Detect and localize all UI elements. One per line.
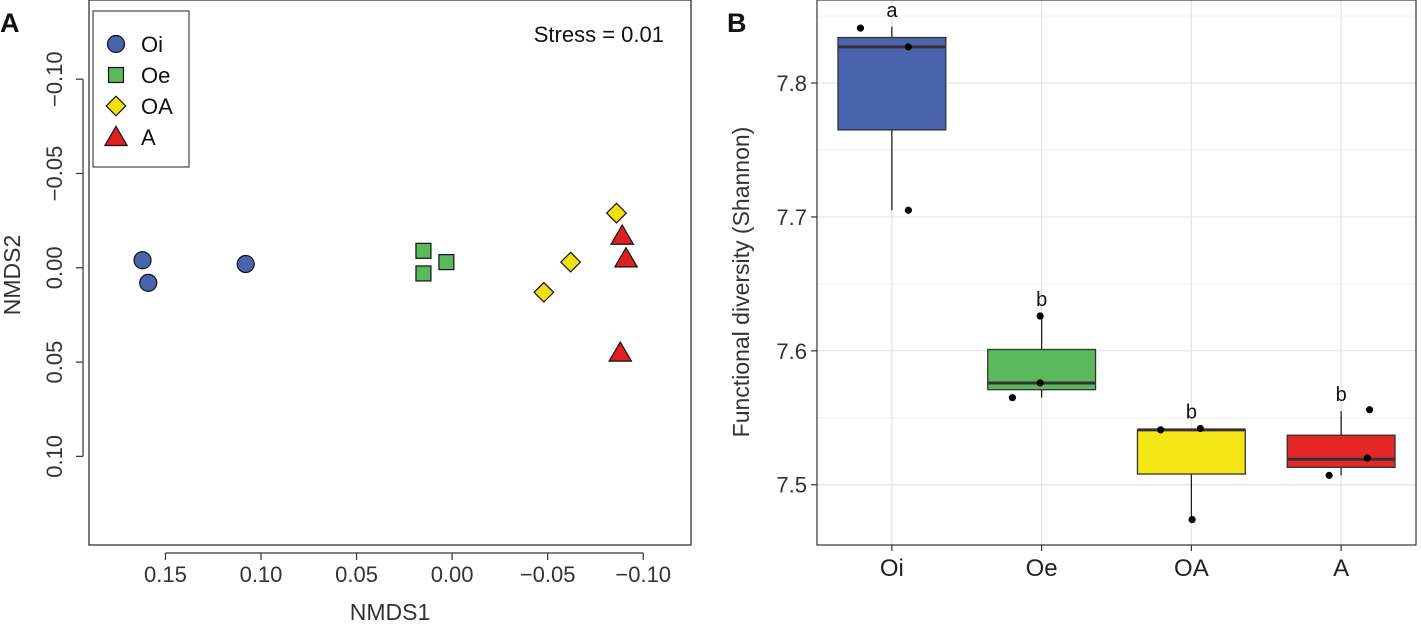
x-tick-label: −0.05	[520, 562, 576, 587]
panel-b-points	[856, 24, 1374, 524]
legend: Oi Oe OA A	[103, 32, 173, 150]
data-point-oa	[1188, 515, 1196, 524]
panel-a-axes: 0.15 0.10 0.05 0.00 −0.05 −0.10 −0.10 −0.05 0.00…	[42, 51, 671, 587]
y-tick-label: 7.5	[776, 473, 807, 498]
point-a	[609, 223, 635, 245]
y-tick-label: 7.8	[776, 71, 807, 96]
x-tick-label: 0.15	[144, 562, 187, 587]
legend-label-oi: Oi	[141, 32, 163, 57]
legend-label-oa: OA	[141, 94, 173, 119]
point-oe	[438, 254, 455, 271]
significance-letter-oe: b	[1036, 289, 1047, 311]
panel-a-points	[133, 202, 639, 362]
data-point-oi	[856, 24, 865, 32]
significance-letter-oa: b	[1186, 402, 1197, 424]
panel-a-x-axis-title: NMDS1	[350, 599, 431, 625]
y-tick-label: −0.05	[42, 146, 67, 202]
point-a	[608, 340, 633, 362]
data-point-oa	[1157, 426, 1165, 434]
box-a	[1286, 434, 1396, 468]
y-tick-label: 0.00	[42, 246, 67, 289]
panel-b-y-axis-title: Functional diversity (Shannon)	[728, 127, 754, 438]
data-point-a	[1325, 471, 1333, 479]
y-tick-label: 0.05	[42, 341, 67, 384]
legend-marker-a	[103, 125, 129, 147]
box-oi	[837, 36, 947, 131]
significance-letter-a: b	[1336, 384, 1347, 406]
x-category-label: A	[1333, 555, 1349, 582]
panel-b-letter: B	[727, 8, 747, 38]
data-point-oi	[904, 43, 912, 51]
panel-b-gridlines	[817, 0, 1416, 545]
point-oa	[605, 202, 628, 224]
point-oa	[533, 281, 555, 303]
x-tick-label: 0.10	[240, 562, 283, 587]
data-point-oe	[1036, 312, 1044, 320]
y-tick-label: 0.10	[42, 435, 67, 478]
point-oi	[139, 273, 158, 292]
legend-marker-oa	[105, 95, 127, 117]
x-tick-label: 0.05	[335, 562, 378, 587]
box-oa	[1136, 429, 1246, 475]
data-point-oi	[904, 206, 912, 214]
panel-a-plot-frame	[88, 0, 692, 546]
panel-a-y-axis-title: NMDS2	[0, 235, 25, 316]
x-category-label: Oe	[1026, 555, 1058, 582]
x-tick-label: −0.10	[615, 562, 671, 587]
data-point-oe	[1036, 379, 1044, 387]
data-point-a	[1365, 406, 1374, 414]
significance-letter-oi: a	[886, 0, 898, 22]
point-oi	[133, 251, 152, 270]
data-point-oa	[1196, 424, 1204, 433]
x-category-label: Oi	[880, 555, 904, 582]
point-oe	[415, 265, 432, 282]
x-category-label: OA	[1174, 555, 1209, 582]
legend-marker-oe	[107, 66, 125, 84]
y-tick-label: −0.10	[42, 51, 67, 107]
panel-a-letter: A	[0, 8, 20, 38]
y-tick-label: 7.7	[776, 205, 807, 230]
legend-label-a: A	[141, 125, 156, 150]
data-point-a	[1363, 454, 1371, 462]
stress-annotation: Stress = 0.01	[534, 22, 664, 47]
point-a	[613, 246, 639, 268]
panel-b-axes: 7.5 7.6 7.7 7.8 Oi Oe OA A	[776, 71, 1349, 582]
panel-b-plot-frame	[816, 0, 1417, 546]
data-point-oe	[1008, 394, 1017, 402]
point-oe	[415, 242, 432, 259]
panel-b-boxes: a b b b	[837, 0, 1396, 520]
x-tick-label: 0.00	[431, 562, 474, 587]
point-oi	[236, 254, 255, 274]
legend-marker-oi	[106, 34, 126, 54]
point-oa	[559, 251, 582, 273]
legend-label-oe: Oe	[141, 63, 170, 88]
y-tick-label: 7.6	[776, 339, 807, 364]
